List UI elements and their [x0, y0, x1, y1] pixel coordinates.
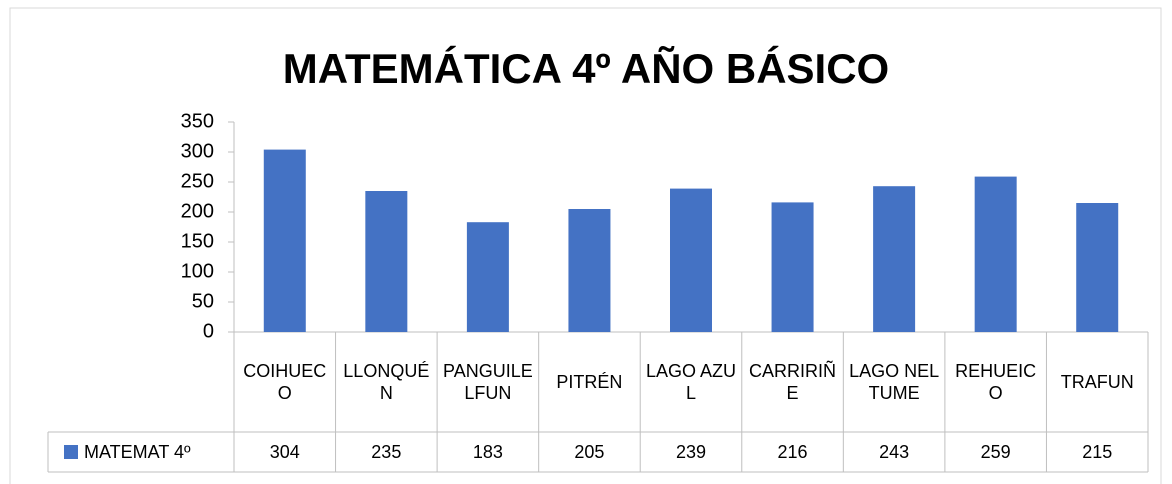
bar: [873, 186, 916, 332]
x-tick-label: REHUEICO: [955, 361, 1037, 403]
y-tick-label: 0: [203, 320, 214, 342]
x-tick-label: PITRÉN: [556, 372, 623, 392]
x-tick-label: PANGUILELFUN: [443, 361, 533, 403]
bar: [568, 209, 611, 332]
bar: [1076, 203, 1119, 332]
y-tick-label: 350: [181, 110, 214, 132]
data-table-value: 304: [269, 442, 300, 462]
data-table-value: 243: [879, 442, 910, 462]
y-tick-label: 250: [181, 170, 214, 192]
data-table-value: 259: [980, 442, 1011, 462]
data-table-value: 216: [777, 442, 808, 462]
y-tick-label: 100: [181, 260, 214, 282]
legend-swatch: [64, 445, 78, 459]
data-table-value: 205: [574, 442, 605, 462]
bar: [974, 176, 1017, 332]
y-tick-label: 50: [192, 290, 214, 312]
y-tick-label: 200: [181, 200, 214, 222]
bar: [365, 191, 408, 332]
x-tick-label: LAGO AZUL: [645, 361, 736, 403]
x-tick-label: CARRIRIÑE: [749, 361, 837, 403]
chart-title: MATEMÁTICA 4º AÑO BÁSICO: [283, 45, 889, 92]
x-tick-label: LLONQUÉN: [343, 361, 430, 403]
data-table-value: 183: [472, 442, 503, 462]
bar: [263, 149, 306, 332]
bar: [670, 188, 712, 332]
data-table-value: 235: [371, 442, 402, 462]
y-tick-label: 150: [181, 230, 214, 252]
data-table-value: 215: [1082, 442, 1113, 462]
x-tick-label: COIHUECO: [243, 361, 327, 403]
x-tick-label: LAGO NELTUME: [849, 361, 940, 403]
y-tick-label: 300: [181, 140, 214, 162]
x-tick-label: TRAFUN: [1060, 372, 1134, 392]
data-table-value: 239: [675, 442, 707, 462]
bar: [466, 222, 509, 332]
legend-label: MATEMAT 4º: [84, 442, 191, 462]
bar: [771, 202, 814, 332]
